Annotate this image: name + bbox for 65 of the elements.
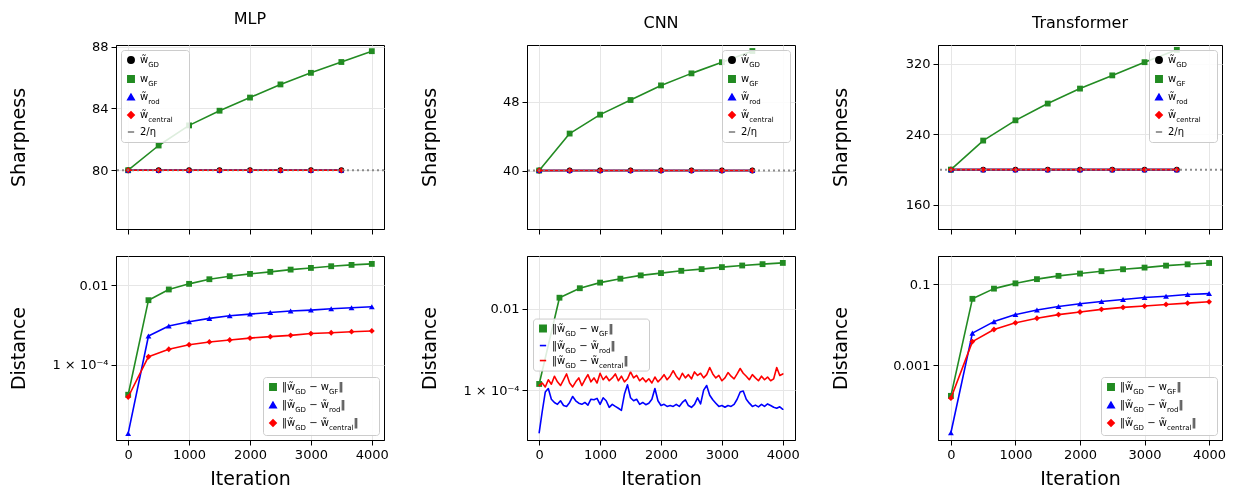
legend-label: w̃$_{rod}$ (741, 91, 761, 106)
x-tick-label: 4000 (766, 446, 800, 462)
chart-title: CNN (643, 13, 679, 32)
chart-title: Transformer (1030, 13, 1129, 32)
x-tick-label: 4000 (1193, 446, 1227, 462)
x-axis-title: Iteration (210, 466, 291, 489)
legend-label: ‖w̃$_{GD}$ − w$_{GF}$‖ (1120, 381, 1182, 396)
legend-label: w̃$_{GD}$ (741, 54, 761, 69)
legend-label: ‖w̃$_{GD}$ − w̃$_{rod}$‖ (552, 339, 616, 355)
legend-label: w̃$_{central}$ (1168, 109, 1201, 124)
legend-label: ‖w̃$_{GD}$ − w̃$_{rod}$‖ (1120, 399, 1184, 414)
x-tick-label: 1000 (999, 446, 1033, 462)
legend-label: ‖w̃$_{GD}$ − w̃$_{central}$‖ (282, 417, 359, 432)
x-tick-label: 2000 (1063, 446, 1098, 462)
legend-label: ‖w̃$_{GD}$ − w̃$_{central}$‖ (1120, 417, 1197, 432)
legend-label: w̃$_{rod}$ (140, 91, 160, 106)
x-tick-label: 1000 (173, 446, 207, 462)
x-tick-label: 3000 (294, 446, 328, 462)
legend-label: w$_{GF}$ (1168, 73, 1186, 88)
legend-label: ‖w̃$_{GD}$ − w̃$_{central}$‖ (552, 354, 629, 370)
legend-label: w̃$_{GD}$ (1168, 54, 1188, 69)
x-tick-label: 2000 (644, 446, 679, 462)
x-tick-label: 0 (535, 446, 544, 462)
y-tick-label: 84 (91, 100, 109, 116)
y-axis-title: Distance (6, 306, 29, 391)
legend-label: w̃$_{central}$ (741, 109, 774, 124)
y-axis-title: Sharpness (828, 87, 851, 188)
y-axis-title: Sharpness (417, 87, 440, 188)
x-tick-label: 3000 (705, 446, 739, 462)
legend-label: 2/η (1168, 126, 1185, 137)
legend-label: w̃$_{GD}$ (140, 54, 160, 69)
legend-label: w$_{GF}$ (741, 73, 759, 88)
x-axis-title: Iteration (621, 466, 702, 489)
y-axis-title: Distance (828, 306, 851, 391)
x-tick-label: 1000 (584, 446, 618, 462)
y-tick-label: 48 (502, 94, 520, 110)
legend-label: ‖w̃$_{GD}$ − w$_{GF}$‖ (282, 381, 344, 396)
y-axis-title: Sharpness (6, 87, 29, 188)
legend-label: w̃$_{rod}$ (1168, 91, 1188, 106)
y-tick-label: 1 × 10⁻⁴ (52, 357, 109, 373)
y-tick-label: 240 (905, 126, 931, 142)
x-tick-label: 2000 (233, 446, 268, 462)
legend-label: ‖w̃$_{GD}$ − w̃$_{rod}$‖ (282, 399, 346, 414)
legend-label: w̃$_{central}$ (140, 109, 173, 124)
x-axis-title: Iteration (1040, 466, 1121, 489)
y-tick-label: 0.001 (893, 357, 931, 373)
legend-label: 2/η (741, 126, 758, 137)
y-tick-label: 80 (91, 162, 109, 178)
y-tick-label: 40 (502, 163, 520, 179)
x-tick-label: 0 (124, 446, 133, 462)
legend-label: w$_{GF}$ (140, 73, 158, 88)
y-tick-label: 320 (905, 56, 931, 72)
y-tick-label: 160 (905, 197, 931, 213)
y-tick-label: 0.1 (909, 276, 931, 292)
y-axis-title: Distance (417, 306, 440, 391)
legend-label: 2/η (140, 126, 157, 137)
chart-title: MLP (233, 8, 267, 28)
y-tick-label: 0.01 (490, 301, 520, 317)
x-tick-label: 0 (947, 446, 956, 462)
legend-label: ‖w̃$_{GD}$ − w$_{GF}$‖ (552, 322, 614, 338)
y-tick-label: 0.01 (79, 277, 109, 293)
x-tick-label: 3000 (1128, 446, 1162, 462)
x-tick-label: 4000 (355, 446, 389, 462)
y-tick-label: 1 × 10⁻⁴ (463, 382, 520, 398)
y-tick-label: 88 (91, 39, 109, 55)
